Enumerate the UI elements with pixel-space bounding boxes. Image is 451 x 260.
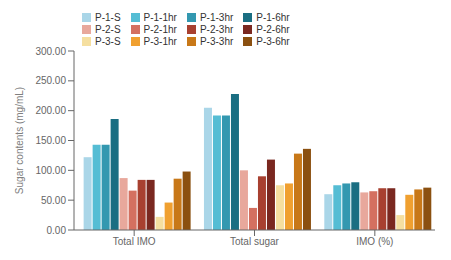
svg-text:150.00: 150.00 bbox=[35, 135, 66, 146]
svg-text:50.00: 50.00 bbox=[41, 195, 66, 206]
html-text:P-2-S: P-2-S bbox=[95, 24, 121, 35]
svg-text:Sugar contents (mg/mL): Sugar contents (mg/mL) bbox=[14, 87, 25, 194]
svg-text:300.00: 300.00 bbox=[35, 46, 66, 57]
html-text:P-1-S: P-1-S bbox=[95, 12, 121, 23]
html-text:P-3-1hr: P-3-1hr bbox=[143, 36, 177, 47]
html-text:P-2-6hr: P-2-6hr bbox=[256, 24, 290, 35]
svg-text:200.00: 200.00 bbox=[35, 105, 66, 116]
svg-text:Total IMO: Total IMO bbox=[113, 236, 156, 247]
html-text:P-3-S: P-3-S bbox=[95, 36, 121, 47]
html-text:P-1-1hr: P-1-1hr bbox=[143, 12, 177, 23]
html-text:P-2-1hr: P-2-1hr bbox=[143, 24, 177, 35]
html-text:P-1-3hr: P-1-3hr bbox=[199, 12, 234, 23]
html-text:P-1-6hr: P-1-6hr bbox=[256, 12, 290, 23]
html-text:P-3-3hr: P-3-3hr bbox=[199, 36, 234, 47]
html-text:P-3-6hr: P-3-6hr bbox=[256, 36, 290, 47]
svg-text:IMO (%): IMO (%) bbox=[356, 236, 393, 247]
svg-text:100.00: 100.00 bbox=[35, 165, 66, 176]
svg-text:0.00: 0.00 bbox=[47, 225, 67, 236]
svg-text:Total sugar: Total sugar bbox=[230, 236, 280, 247]
html-text:P-2-3hr: P-2-3hr bbox=[199, 24, 234, 35]
svg-text:250.00: 250.00 bbox=[35, 75, 66, 86]
